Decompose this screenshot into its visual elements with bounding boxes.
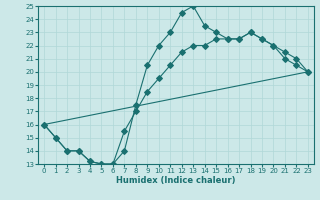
X-axis label: Humidex (Indice chaleur): Humidex (Indice chaleur) — [116, 176, 236, 185]
